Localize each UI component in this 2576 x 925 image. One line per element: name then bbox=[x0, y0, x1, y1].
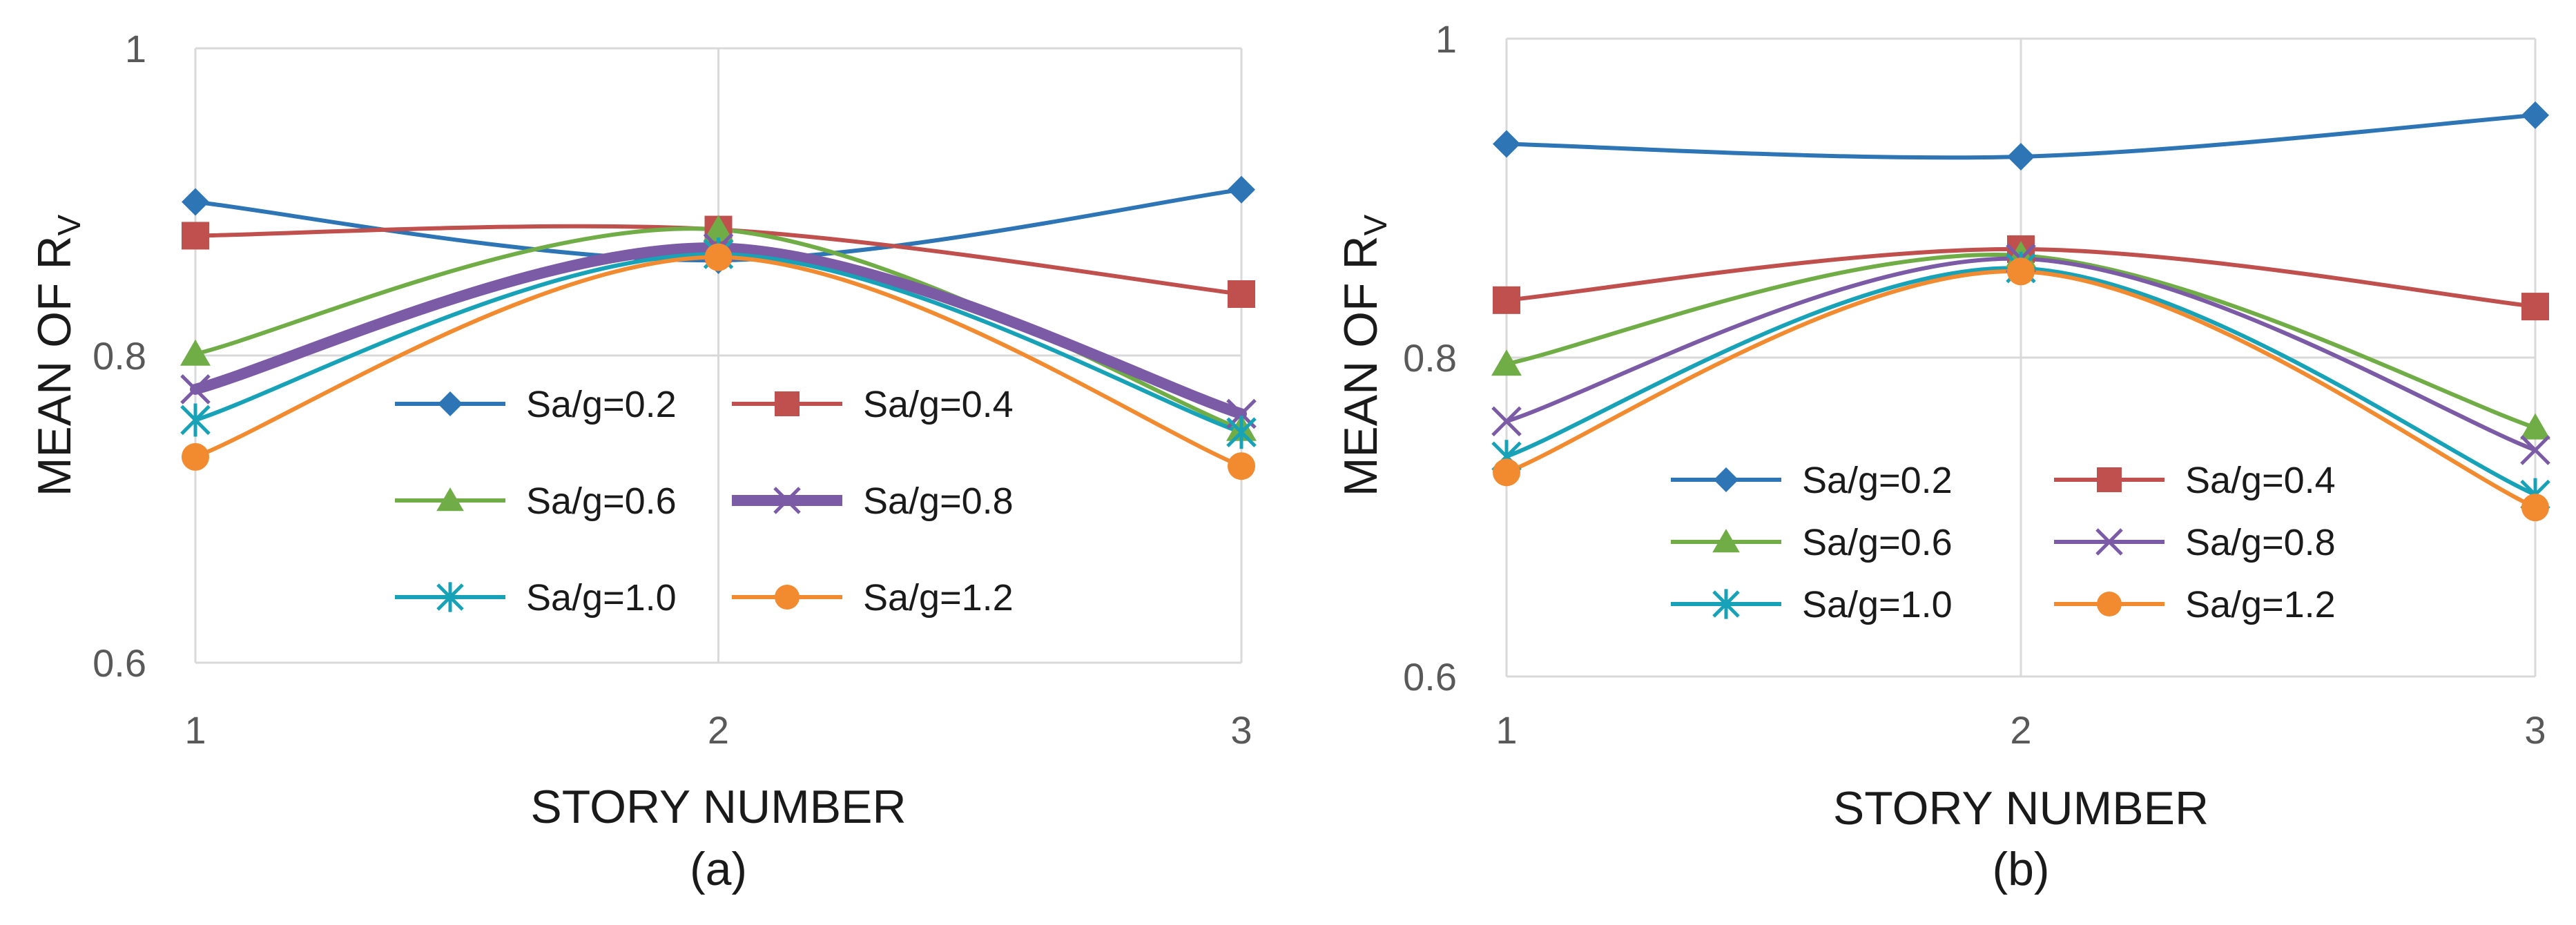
data-point bbox=[2521, 494, 2549, 522]
legend-item: Sa/g=1.0 bbox=[395, 577, 677, 619]
legend: Sa/g=0.2 Sa/g=0.4 Sa/g=0.6 Sa/g=0.8 Sa/g=1.0… bbox=[1671, 460, 2336, 625]
x-tick-label: 2 bbox=[2010, 708, 2031, 752]
data-point bbox=[1226, 416, 1257, 449]
data-point bbox=[180, 403, 211, 437]
panel-caption: (a) bbox=[690, 843, 747, 895]
legend-item: Sa/g=0.2 bbox=[395, 384, 677, 425]
legend-marker bbox=[775, 391, 800, 416]
x-tick-label: 2 bbox=[708, 708, 729, 752]
legend-item: Sa/g=1.0 bbox=[1671, 584, 1953, 625]
y-axis-title-main: MEAN OF R bbox=[28, 235, 81, 496]
data-point bbox=[182, 188, 209, 216]
legend-marker bbox=[2097, 467, 2122, 492]
y-tick-label: 1 bbox=[1435, 17, 1457, 61]
legend-label: Sa/g=0.6 bbox=[1802, 522, 1953, 563]
data-point bbox=[1491, 349, 1522, 376]
legend-label: Sa/g=0.6 bbox=[526, 480, 677, 522]
data-point bbox=[180, 374, 211, 405]
legend-item: Sa/g=1.2 bbox=[732, 577, 1014, 619]
data-point bbox=[182, 442, 209, 471]
y-tick-label: 0.6 bbox=[93, 641, 146, 685]
legend-label: Sa/g=1.0 bbox=[1802, 584, 1953, 625]
data-point bbox=[1493, 458, 1520, 487]
x-tick-label: 3 bbox=[1230, 708, 1252, 752]
legend-marker bbox=[436, 582, 464, 612]
x-tick-label: 1 bbox=[184, 708, 206, 752]
data-point bbox=[2520, 413, 2550, 440]
data-point bbox=[704, 243, 733, 271]
legend-label: Sa/g=0.8 bbox=[2185, 522, 2336, 563]
data-point bbox=[180, 339, 211, 366]
legend-item: Sa/g=0.4 bbox=[2054, 460, 2336, 501]
legend-marker bbox=[773, 487, 801, 514]
y-axis-title: MEAN OF RV bbox=[28, 214, 87, 496]
legend: Sa/g=0.2 Sa/g=0.4 Sa/g=0.6 Sa/g=0.8 Sa/g=1.0… bbox=[395, 384, 1014, 619]
data-point bbox=[1493, 130, 1520, 158]
legend-marker bbox=[1714, 467, 1739, 492]
gridlines bbox=[1505, 37, 2537, 678]
panel-caption: (b) bbox=[1992, 843, 2049, 895]
legend-label: Sa/g=0.4 bbox=[863, 384, 1014, 425]
legend-marker bbox=[775, 585, 800, 610]
y-tick-label: 0.6 bbox=[1403, 655, 1457, 699]
y-axis-title-main: MEAN OF R bbox=[1335, 235, 1387, 496]
data-point bbox=[2007, 257, 2035, 286]
data-point bbox=[2521, 293, 2549, 321]
legend-item: Sa/g=1.2 bbox=[2054, 584, 2336, 625]
y-axis-title-subscript: V bbox=[1357, 214, 1393, 235]
x-axis-title: STORY NUMBER bbox=[1833, 782, 2209, 835]
data-point bbox=[1228, 452, 1255, 480]
legend-item: Sa/g=0.4 bbox=[732, 384, 1014, 425]
legend-label: Sa/g=0.4 bbox=[2185, 460, 2336, 501]
x-axis-title: STORY NUMBER bbox=[530, 781, 906, 833]
legend-label: Sa/g=1.2 bbox=[2185, 584, 2336, 625]
legend-label: Sa/g=0.8 bbox=[863, 480, 1014, 522]
legend-item: Sa/g=0.8 bbox=[732, 480, 1014, 522]
legend-label: Sa/g=1.0 bbox=[526, 577, 677, 619]
y-axis-title-subscript: V bbox=[51, 214, 87, 235]
legend-item: Sa/g=0.6 bbox=[1671, 522, 1953, 563]
legend-marker bbox=[436, 487, 464, 512]
legend-item: Sa/g=0.6 bbox=[395, 480, 677, 522]
legend-label: Sa/g=1.2 bbox=[863, 577, 1014, 619]
data-point bbox=[703, 215, 734, 242]
data-point bbox=[182, 222, 209, 250]
legend-marker bbox=[438, 391, 463, 416]
legend-label: Sa/g=0.2 bbox=[526, 384, 677, 425]
y-tick-label: 1 bbox=[125, 27, 146, 70]
x-tick-label: 3 bbox=[2524, 708, 2546, 752]
y-tick-label: 0.8 bbox=[1403, 336, 1457, 380]
legend-item: Sa/g=0.8 bbox=[2054, 522, 2336, 563]
data-point bbox=[1228, 175, 1255, 204]
data-point bbox=[2007, 142, 2035, 171]
chart-b: 0.60.811 2 3Sa/g=0.2 Sa/g=0.4Sa/g=0.6 Sa/g=0… bbox=[1335, 17, 2550, 895]
data-point bbox=[2520, 435, 2550, 465]
legend-item: Sa/g=0.2 bbox=[1671, 460, 1953, 501]
gridlines bbox=[194, 47, 1243, 664]
y-axis-title: MEAN OF RV bbox=[1335, 214, 1393, 496]
data-point bbox=[1493, 286, 1520, 314]
legend-marker bbox=[2095, 528, 2123, 556]
chart-a: 0.60.811 2 3Sa/g=0.2 Sa/g=0.4Sa/g=0.6 Sa/g=0… bbox=[28, 27, 1257, 895]
legend-marker bbox=[1712, 589, 1740, 619]
legend-label: Sa/g=0.2 bbox=[1802, 460, 1953, 501]
y-tick-label: 0.8 bbox=[93, 334, 146, 378]
legend-marker bbox=[1712, 529, 1740, 553]
legend-marker bbox=[2097, 592, 2122, 616]
x-tick-label: 1 bbox=[1495, 708, 1517, 752]
data-point bbox=[1491, 406, 1522, 437]
data-point bbox=[1228, 280, 1255, 308]
data-point bbox=[2521, 101, 2549, 129]
